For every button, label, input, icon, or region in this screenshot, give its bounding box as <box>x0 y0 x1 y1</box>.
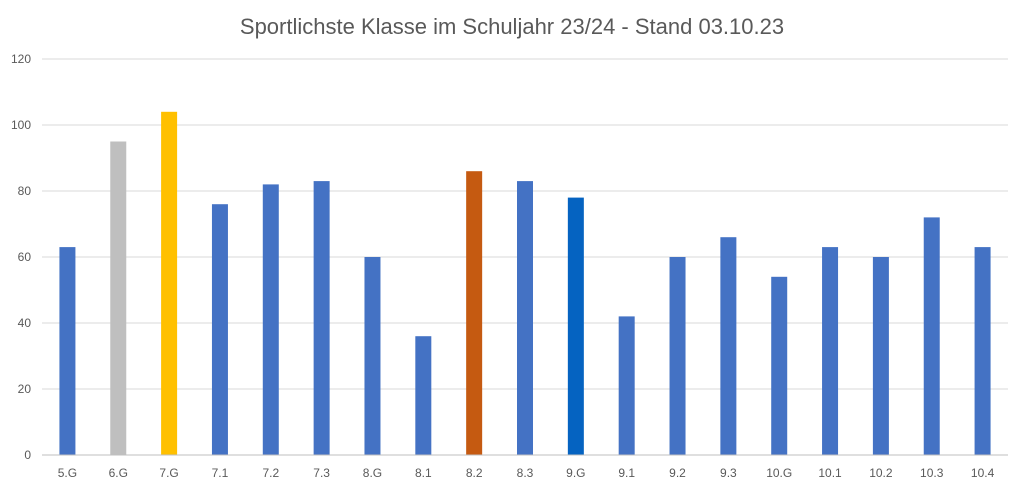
bar <box>415 336 432 455</box>
bars <box>59 111 991 456</box>
x-tick-label: 10.1 <box>818 466 842 480</box>
x-tick-label: 7.G <box>159 466 178 480</box>
y-tick-label: 60 <box>18 250 32 264</box>
y-tick-label: 40 <box>18 316 32 330</box>
x-tick-label: 7.1 <box>212 466 229 480</box>
bar <box>262 184 279 455</box>
bar <box>161 111 178 456</box>
x-tick-label: 6.G <box>109 466 128 480</box>
y-tick-label: 20 <box>18 382 32 396</box>
bar <box>517 181 533 455</box>
bar <box>59 247 76 455</box>
x-tick-label: 10.3 <box>920 466 944 480</box>
x-tick-label: 8.3 <box>517 466 534 480</box>
x-tick-label: 7.2 <box>262 466 279 480</box>
bar <box>669 257 686 455</box>
bar <box>313 181 330 455</box>
bar <box>720 237 737 455</box>
bar <box>211 204 228 455</box>
x-tick-label: 7.3 <box>313 466 330 480</box>
bar <box>364 257 381 455</box>
bar <box>822 247 839 455</box>
x-tick-label: 10.G <box>766 466 792 480</box>
bar <box>872 257 889 455</box>
x-tick-label: 9.2 <box>669 466 686 480</box>
x-tick-label: 8.2 <box>466 466 483 480</box>
bar <box>466 171 483 455</box>
bar <box>974 247 991 455</box>
x-tick-label: 8.1 <box>415 466 432 480</box>
y-tick-label: 80 <box>18 184 32 198</box>
x-tick-label: 9.3 <box>720 466 737 480</box>
x-axis-tick-labels: 5.G 6.G 7.G 7.1 7.2 7.3 8.G 8.1 8.2 8.3 9.G 9.1 9.2 9… <box>58 466 995 480</box>
x-tick-label: 9.1 <box>618 466 635 480</box>
y-axis-tick-labels: 0 20 40 60 80 100 120 <box>11 52 31 462</box>
y-tick-label: 0 <box>24 448 31 462</box>
x-tick-label: 10.4 <box>971 466 995 480</box>
x-tick-label: 9.G <box>566 466 585 480</box>
bar <box>110 141 127 455</box>
x-tick-label: 8.G <box>363 466 382 480</box>
x-tick-label: 10.2 <box>869 466 893 480</box>
chart-title: Sportlichste Klasse im Schuljahr 23/24 -… <box>240 14 784 39</box>
bar <box>618 316 635 455</box>
x-tick-label: 5.G <box>58 466 77 480</box>
y-tick-label: 100 <box>11 118 31 132</box>
bar <box>771 276 788 455</box>
bar <box>567 197 584 455</box>
bar <box>923 217 940 455</box>
y-tick-label: 120 <box>11 52 31 66</box>
